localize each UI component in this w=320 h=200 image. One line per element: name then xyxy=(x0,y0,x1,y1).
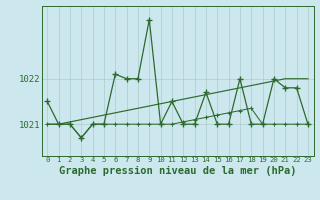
X-axis label: Graphe pression niveau de la mer (hPa): Graphe pression niveau de la mer (hPa) xyxy=(59,166,296,176)
